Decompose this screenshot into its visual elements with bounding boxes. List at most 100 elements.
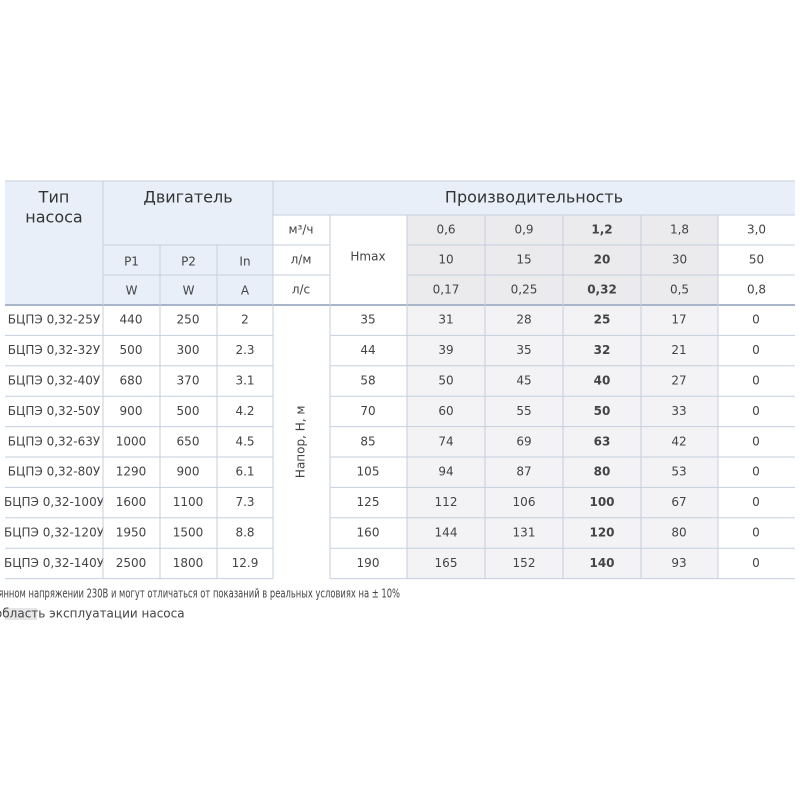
flow-value: 1,8 [670, 223, 689, 237]
cell-value: 2500 [116, 556, 147, 570]
flow-value: 0,5 [670, 283, 689, 297]
cell-value: 8.8 [235, 526, 254, 540]
cell-value: 131 [513, 526, 536, 540]
performance-label: Производительность [445, 188, 623, 207]
head-label: Напор, Н, м [294, 406, 308, 479]
flow-value: 30 [672, 253, 687, 267]
cell-value: 900 [177, 465, 200, 479]
cell-value: 80 [594, 465, 611, 479]
pump-type: БЦПЭ 0,32-100У [4, 495, 105, 509]
cell-value: 0 [752, 495, 760, 509]
cell-value: 0 [752, 556, 760, 570]
cell-value: 50 [594, 404, 611, 418]
cell-value: 7.3 [235, 495, 254, 509]
cell-value: 165 [435, 556, 458, 570]
cell-value: 112 [435, 495, 458, 509]
cell-value: 50 [438, 374, 453, 388]
pump-type: БЦПЭ 0,32-120У [4, 526, 105, 540]
flow-value: 10 [438, 253, 453, 267]
cell-value: 1290 [116, 465, 147, 479]
cell-value: 35 [360, 313, 375, 327]
cell-value: 152 [513, 556, 536, 570]
cell-value: 33 [671, 404, 686, 418]
cell-value: 27 [671, 374, 686, 388]
cell-value: 105 [357, 465, 380, 479]
cell-value: 100 [589, 495, 614, 509]
flow-value: 3,0 [747, 223, 766, 237]
hmax-label: Hmax [350, 250, 385, 264]
cell-value: 440 [120, 313, 143, 327]
engine-column: P1 [124, 255, 139, 269]
pump-type: БЦПЭ 0,32-32У [8, 343, 101, 357]
cell-value: 70 [360, 404, 375, 418]
engine-label: Двигатель [143, 188, 232, 207]
pump-type: БЦПЭ 0,32-140У [4, 556, 105, 570]
cell-value: 17 [671, 313, 686, 327]
cell-value: 370 [177, 374, 200, 388]
cell-value: 190 [357, 556, 380, 570]
cell-value: 6.1 [235, 465, 254, 479]
flow-value: 15 [516, 253, 531, 267]
cell-value: 2 [241, 313, 249, 327]
cell-value: 85 [360, 434, 375, 448]
cell-value: 80 [671, 526, 686, 540]
cell-value: 93 [671, 556, 686, 570]
flow-value: 0,8 [747, 283, 766, 297]
pump-type: БЦПЭ 0,32-40У [8, 374, 101, 388]
pump-type: БЦПЭ 0,32-63У [8, 434, 101, 448]
cell-value: 144 [435, 526, 458, 540]
cell-value: 1800 [173, 556, 204, 570]
cell-value: 53 [671, 465, 686, 479]
cell-value: 300 [177, 343, 200, 357]
cell-value: 74 [438, 434, 453, 448]
cell-value: 0 [752, 404, 760, 418]
cell-value: 1500 [173, 526, 204, 540]
cell-value: 42 [671, 434, 686, 448]
flow-value: 0,9 [514, 223, 533, 237]
cell-value: 25 [594, 313, 611, 327]
cell-value: 58 [360, 374, 375, 388]
cell-value: 140 [589, 556, 614, 570]
type-label: Тип [38, 188, 70, 207]
flow-unit: л/м [291, 253, 312, 267]
flow-value: 0,6 [436, 223, 455, 237]
legend-text: - оптимальная область эксплуатации насос… [0, 607, 185, 621]
cell-value: 12.9 [232, 556, 259, 570]
pump-type: БЦПЭ 0,32-50У [8, 404, 101, 418]
cell-value: 650 [177, 434, 200, 448]
cell-value: 55 [516, 404, 531, 418]
pump-type: БЦПЭ 0,32-80У [8, 465, 101, 479]
cell-value: 0 [752, 343, 760, 357]
cell-value: 106 [513, 495, 536, 509]
cell-value: 63 [594, 434, 611, 448]
cell-value: 1950 [116, 526, 147, 540]
engine-column: P2 [181, 255, 196, 269]
cell-value: 4.2 [235, 404, 254, 418]
cell-value: 0 [752, 465, 760, 479]
cell-value: 87 [516, 465, 531, 479]
cell-value: 0 [752, 313, 760, 327]
cell-value: 500 [177, 404, 200, 418]
cell-value: 3.1 [235, 374, 254, 388]
cell-value: 1600 [116, 495, 147, 509]
cell-value: 0 [752, 434, 760, 448]
cell-value: 500 [120, 343, 143, 357]
cell-value: 35 [516, 343, 531, 357]
cell-value: 40 [594, 374, 611, 388]
cell-value: 250 [177, 313, 200, 327]
legend-swatch [5, 608, 37, 620]
cell-value: 680 [120, 374, 143, 388]
cell-value: 2.3 [235, 343, 254, 357]
cell-value: 31 [438, 313, 453, 327]
cell-value: 1000 [116, 434, 147, 448]
cell-value: 21 [671, 343, 686, 357]
flow-value: 0,25 [511, 283, 538, 297]
cell-value: 69 [516, 434, 531, 448]
cell-value: 4.5 [235, 434, 254, 448]
cell-value: 60 [438, 404, 453, 418]
cell-value: 120 [589, 526, 614, 540]
cell-value: 32 [594, 343, 611, 357]
cell-value: 900 [120, 404, 143, 418]
engine-column: W [126, 284, 138, 298]
